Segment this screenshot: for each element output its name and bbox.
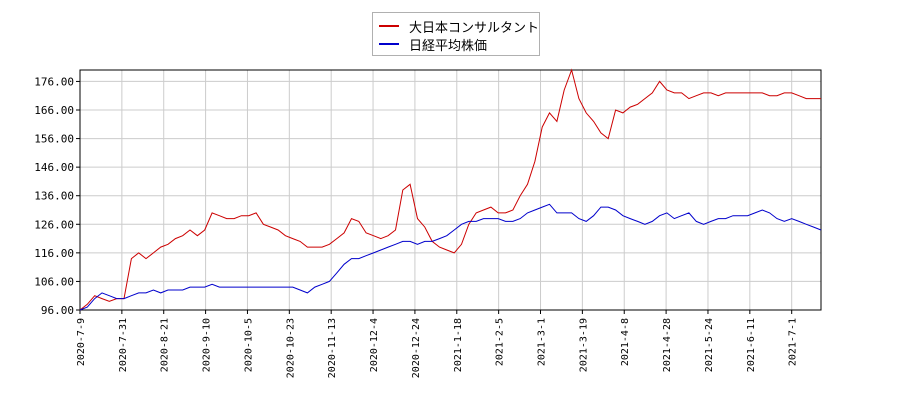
x-tick-label: 2021-1-18	[453, 318, 464, 372]
y-tick-label: 166.00	[34, 104, 74, 117]
y-tick-label: 116.00	[34, 247, 74, 260]
x-tick-label: 2020-7-31	[118, 318, 129, 372]
x-tick-label: 2020-10-23	[285, 318, 296, 378]
legend-label: 日経平均株価	[409, 38, 488, 54]
x-tick-label: 2021-4-8	[620, 318, 631, 366]
x-tick-label: 2021-5-24	[704, 318, 715, 372]
x-tick-label: 2020-7-9	[76, 318, 87, 366]
x-tick-label: 2021-4-28	[662, 318, 673, 372]
y-tick-label: 106.00	[34, 275, 74, 288]
x-tick-label: 2020-12-4	[369, 318, 380, 372]
y-tick-label: 96.00	[41, 304, 74, 317]
x-tick-label: 2020-10-5	[243, 318, 254, 372]
plot-area	[79, 69, 822, 311]
x-tick-label: 2021-7-1	[788, 318, 799, 366]
series-lines	[79, 68, 822, 311]
legend-swatch-blue	[379, 43, 399, 45]
grid-lines	[79, 70, 821, 311]
y-axis-ticks: 96.00 106.00 116.00 126.00 136.00 146.00 156.0…	[34, 75, 80, 317]
x-tick-label: 2020-9-10	[202, 318, 213, 372]
y-tick-label: 136.00	[34, 190, 74, 203]
x-tick-label: 2020-12-24	[411, 318, 422, 378]
x-tick-label: 2021-3-19	[578, 318, 589, 372]
legend-item-series-0: 大日本コンサルタント	[379, 17, 540, 36]
y-tick-label: 156.00	[34, 133, 74, 146]
y-tick-label: 176.00	[34, 75, 74, 88]
x-tick-label: 2020-8-21	[160, 318, 171, 372]
x-tick-label: 2021-6-11	[746, 318, 757, 372]
legend-item-series-1: 日経平均株価	[379, 35, 488, 54]
y-tick-label: 126.00	[34, 218, 74, 231]
series-line-0	[79, 68, 821, 311]
x-tick-label: 2021-3-1	[537, 318, 548, 366]
legend-label: 大日本コンサルタント	[409, 20, 540, 36]
x-tick-label: 2020-11-13	[327, 318, 338, 378]
x-tick-label: 2021-2-5	[495, 318, 506, 366]
legend: 大日本コンサルタント 日経平均株価	[372, 12, 540, 56]
legend-swatch-red	[379, 25, 399, 27]
y-tick-label: 146.00	[34, 161, 74, 174]
series-line-1	[79, 203, 822, 311]
x-axis-ticks: 2020-7-9 2020-7-31 2020-8-21 2020-9-10 2020-…	[76, 310, 799, 378]
